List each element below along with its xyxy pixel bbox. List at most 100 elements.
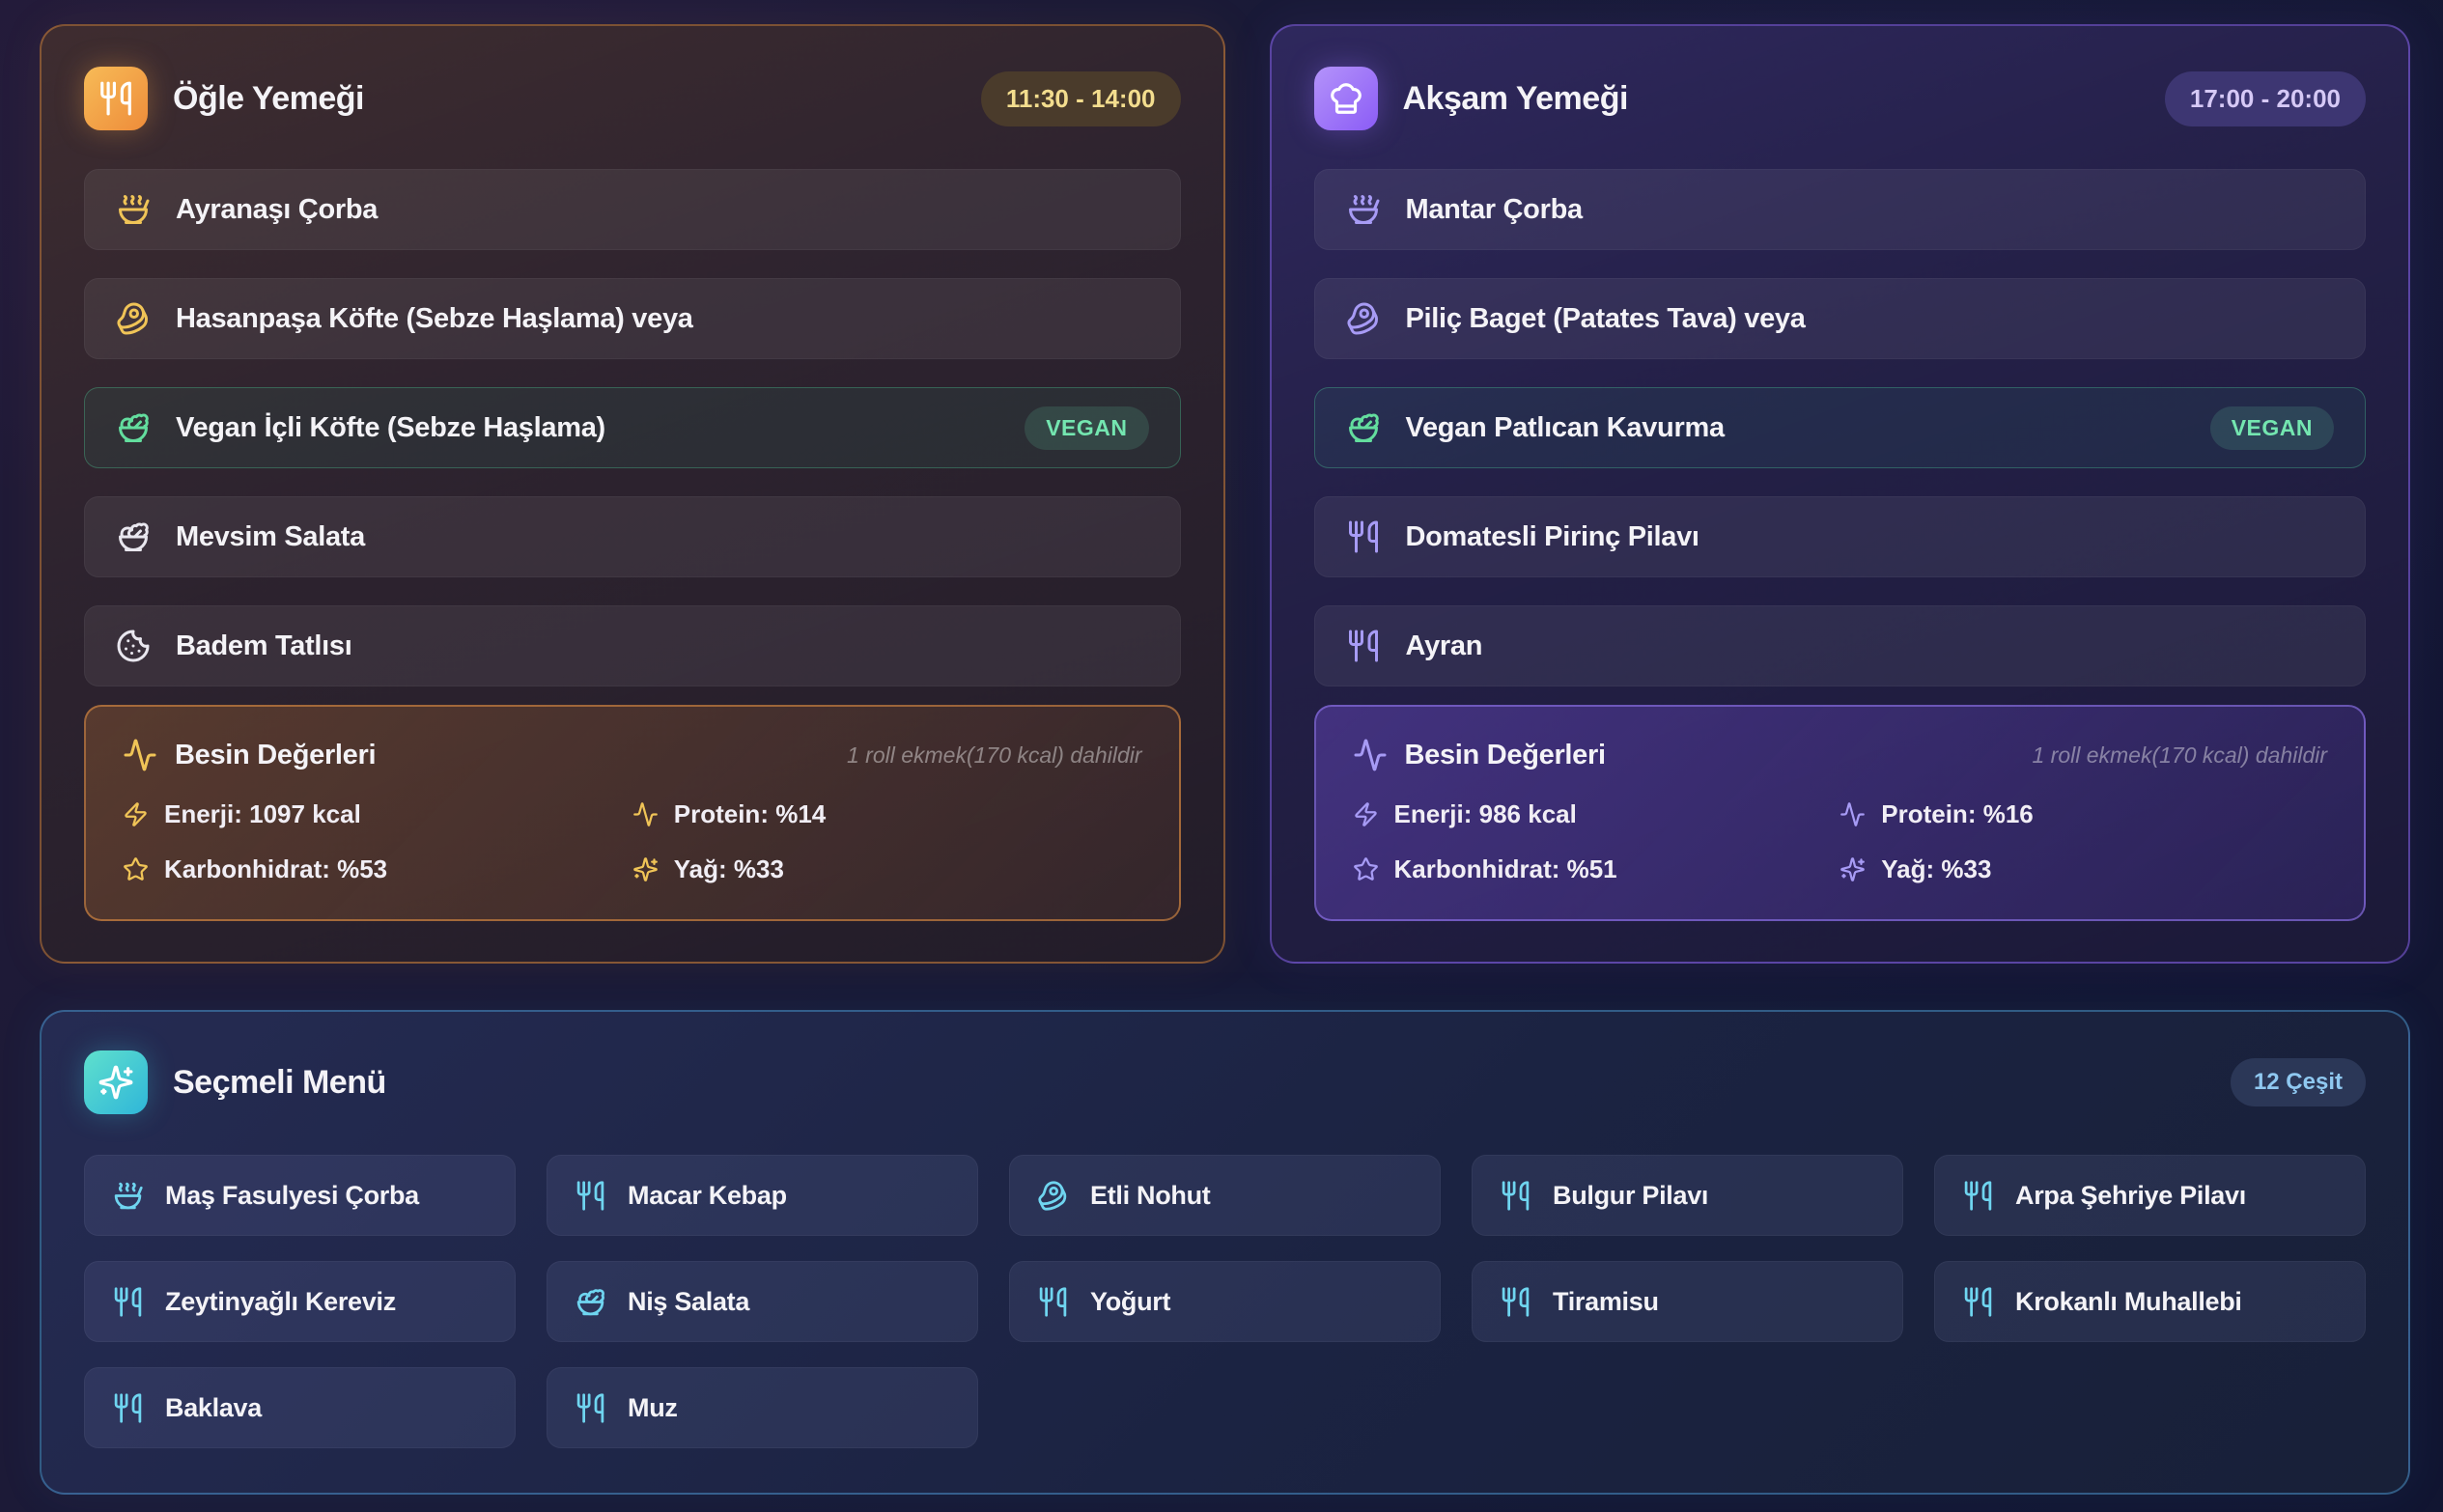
star-icon bbox=[123, 856, 149, 882]
lunch-title: Öğle Yemeği bbox=[173, 79, 364, 117]
menu-item-label: Etli Nohut bbox=[1090, 1180, 1211, 1210]
menu-item-row[interactable]: Piliç Baget (Patates Tava) veya bbox=[1313, 278, 2366, 359]
menu-item-row[interactable]: Zeytinyağlı Kereviz bbox=[84, 1261, 516, 1342]
soup-icon bbox=[116, 192, 151, 227]
menu-item-label: Vegan Patlıcan Kavurma bbox=[1405, 411, 1726, 443]
elective-menu-card: Seçmeli Menü 12 Çeşit Maş Fasulyesi Çorb… bbox=[40, 1010, 2410, 1495]
menu-item-label: Krokanlı Muhallebi bbox=[2015, 1286, 2242, 1316]
menu-item-row[interactable]: Maş Fasulyesi Çorba bbox=[84, 1155, 516, 1236]
dinner-title: Akşam Yemeği bbox=[1402, 79, 1629, 117]
menu-item-row[interactable]: Krokanlı Muhallebi bbox=[1934, 1261, 2366, 1342]
nutrition-stat-label: Yağ: %33 bbox=[1881, 854, 1992, 883]
menu-item-label: Vegan İçli Köfte (Sebze Haşlama) bbox=[176, 411, 605, 443]
beef-icon bbox=[116, 301, 151, 336]
nutrition-grid: Enerji: 1097 kcal Protein: %14 Karbonhid… bbox=[123, 799, 1142, 884]
menu-item-row[interactable]: Arpa Şehriye Pilavı bbox=[1934, 1155, 2366, 1236]
lunch-time-badge: 11:30 - 14:00 bbox=[980, 70, 1181, 126]
sparkles-icon bbox=[632, 856, 659, 882]
menu-item-row-vegan[interactable]: Vegan Patlıcan Kavurma VEGAN bbox=[1313, 387, 2366, 468]
utensils-icon bbox=[112, 1392, 144, 1424]
menu-item-label: Macar Kebap bbox=[628, 1180, 787, 1210]
menu-item-row[interactable]: Hasanpaşa Köfte (Sebze Haşlama) veya bbox=[84, 278, 1181, 359]
menu-item-row[interactable]: Badem Tatlısı bbox=[84, 605, 1181, 686]
soup-icon bbox=[1346, 192, 1381, 227]
utensils-icon bbox=[575, 1180, 606, 1212]
menu-item-label: Hasanpaşa Köfte (Sebze Haşlama) veya bbox=[176, 302, 693, 334]
menu-item-label: Tiramisu bbox=[1553, 1286, 1659, 1316]
nutrition-stat-label: Yağ: %33 bbox=[673, 854, 784, 883]
salad-icon bbox=[116, 519, 151, 554]
nutrition-stat: Enerji: 986 kcal bbox=[1353, 799, 1840, 829]
zap-icon bbox=[123, 801, 149, 827]
menu-item-row[interactable]: Macar Kebap bbox=[547, 1155, 978, 1236]
menu-item-label: Domatesli Pirinç Pilavı bbox=[1405, 520, 1699, 552]
nutrition-header: Besin Değerleri 1 roll ekmek(170 kcal) d… bbox=[1353, 738, 2327, 772]
salad-icon bbox=[1346, 410, 1381, 445]
nutrition-header: Besin Değerleri 1 roll ekmek(170 kcal) d… bbox=[123, 738, 1142, 772]
dinner-tile bbox=[1313, 67, 1378, 130]
menu-item-label: Badem Tatlısı bbox=[176, 630, 352, 661]
menu-item-row[interactable]: Baklava bbox=[84, 1367, 516, 1448]
menu-item-label: Maş Fasulyesi Çorba bbox=[165, 1180, 419, 1210]
menu-item-row[interactable]: Niş Salata bbox=[547, 1261, 978, 1342]
dinner-card-header: Akşam Yemeği 17:00 - 20:00 bbox=[1313, 67, 2366, 130]
nutrition-stat: Protein: %16 bbox=[1839, 799, 2327, 829]
nutrition-note: 1 roll ekmek(170 kcal) dahildir bbox=[846, 742, 1142, 768]
lunch-card: Öğle Yemeği 11:30 - 14:00 Ayranaşı Çorba… bbox=[40, 24, 1225, 964]
star-icon bbox=[1353, 856, 1379, 882]
lunch-items-list: Ayranaşı Çorba Hasanpaşa Köfte (Sebze Ha… bbox=[84, 169, 1181, 686]
menu-item-row[interactable]: Mevsim Salata bbox=[84, 496, 1181, 577]
lunch-nutrition-panel: Besin Değerleri 1 roll ekmek(170 kcal) d… bbox=[84, 705, 1181, 921]
activity-icon bbox=[1353, 738, 1388, 772]
menu-item-row[interactable]: Domatesli Pirinç Pilavı bbox=[1313, 496, 2366, 577]
sparkles-icon bbox=[1839, 856, 1866, 882]
elective-tile bbox=[84, 1050, 148, 1114]
dinner-time-badge: 17:00 - 20:00 bbox=[2164, 70, 2366, 126]
menu-item-label: Bulgur Pilavı bbox=[1553, 1180, 1709, 1210]
nutrition-stat-label: Protein: %16 bbox=[1881, 799, 2034, 828]
menu-item-label: Ayran bbox=[1405, 630, 1483, 661]
utensils-icon bbox=[1962, 1286, 1994, 1318]
utensils-icon bbox=[1962, 1180, 1994, 1212]
menu-item-row-vegan[interactable]: Vegan İçli Köfte (Sebze Haşlama) VEGAN bbox=[84, 387, 1181, 468]
elective-items-grid: Maş Fasulyesi Çorba Macar Kebap Etli Noh… bbox=[84, 1155, 2366, 1448]
menu-item-label: Mantar Çorba bbox=[1405, 193, 1584, 225]
utensils-icon bbox=[1346, 519, 1381, 554]
activity-icon bbox=[1839, 801, 1866, 827]
menu-item-row[interactable]: Muz bbox=[547, 1367, 978, 1448]
nutrition-stat: Karbonhidrat: %51 bbox=[1353, 854, 1840, 884]
menu-item-label: Arpa Şehriye Pilavı bbox=[2015, 1180, 2246, 1210]
menu-item-label: Muz bbox=[628, 1392, 678, 1422]
menu-item-row[interactable]: Ayranaşı Çorba bbox=[84, 169, 1181, 250]
meal-cards-row: Öğle Yemeği 11:30 - 14:00 Ayranaşı Çorba… bbox=[40, 24, 2410, 964]
utensils-icon bbox=[112, 1286, 144, 1318]
nutrition-stat-label: Protein: %14 bbox=[673, 799, 827, 828]
utensils-icon bbox=[1346, 629, 1381, 663]
nutrition-title: Besin Değerleri bbox=[175, 739, 377, 770]
menu-item-row[interactable]: Mantar Çorba bbox=[1313, 169, 2366, 250]
chef-hat-icon bbox=[1328, 80, 1364, 117]
utensils-icon bbox=[1037, 1286, 1069, 1318]
menu-item-row[interactable]: Bulgur Pilavı bbox=[1472, 1155, 1903, 1236]
sparkles-icon bbox=[98, 1064, 134, 1101]
nutrition-title: Besin Değerleri bbox=[1404, 739, 1607, 770]
salad-icon bbox=[575, 1286, 606, 1318]
dinner-card: Akşam Yemeği 17:00 - 20:00 Mantar Çorba … bbox=[1269, 24, 2410, 964]
menu-item-row[interactable]: Etli Nohut bbox=[1009, 1155, 1441, 1236]
nutrition-stat-label: Enerji: 986 kcal bbox=[1393, 799, 1577, 828]
nutrition-stat: Karbonhidrat: %53 bbox=[123, 854, 632, 884]
dinner-nutrition-panel: Besin Değerleri 1 roll ekmek(170 kcal) d… bbox=[1313, 705, 2366, 921]
elective-card-header: Seçmeli Menü 12 Çeşit bbox=[84, 1050, 2366, 1114]
nutrition-stat: Yağ: %33 bbox=[632, 854, 1142, 884]
menu-item-row[interactable]: Tiramisu bbox=[1472, 1261, 1903, 1342]
activity-icon bbox=[632, 801, 659, 827]
menu-item-row[interactable]: Yoğurt bbox=[1009, 1261, 1441, 1342]
nutrition-stat-label: Karbonhidrat: %51 bbox=[1393, 854, 1617, 883]
menu-item-label: Mevsim Salata bbox=[176, 520, 365, 552]
lunch-card-header: Öğle Yemeği 11:30 - 14:00 bbox=[84, 67, 1181, 130]
cookie-icon bbox=[116, 629, 151, 663]
menu-item-row[interactable]: Ayran bbox=[1313, 605, 2366, 686]
utensils-icon bbox=[1500, 1286, 1531, 1318]
menu-item-label: Piliç Baget (Patates Tava) veya bbox=[1405, 302, 1806, 334]
menu-item-label: Baklava bbox=[165, 1392, 262, 1422]
